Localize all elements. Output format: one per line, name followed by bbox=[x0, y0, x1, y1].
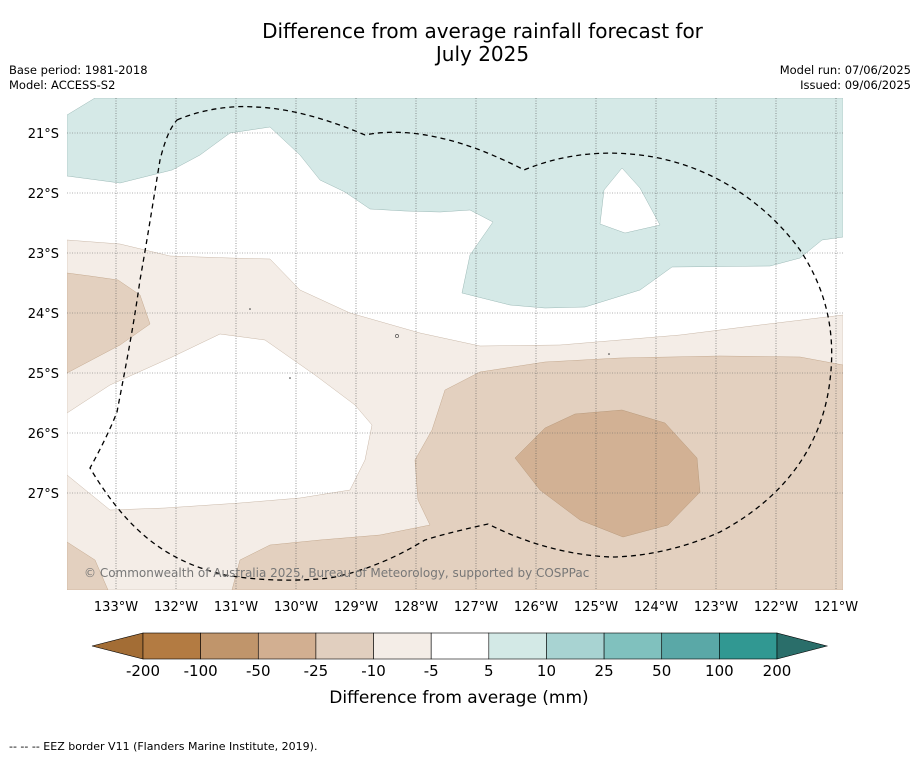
colorbar-arrow-low bbox=[91, 632, 144, 660]
meta-left: Base period: 1981-2018 Model: ACCESS-S2 bbox=[9, 63, 148, 93]
lon-gridlines bbox=[115, 98, 837, 590]
lat-axis-labels: 21°S 22°S 23°S 24°S 25°S 26°S 27°S bbox=[28, 127, 59, 502]
colorbar-tick-label: 200 bbox=[763, 662, 792, 680]
colorbar-tick-label: -5 bbox=[424, 662, 439, 680]
colorbar-arrow-high bbox=[776, 632, 829, 660]
map-title-line1: Difference from average rainfall forecas… bbox=[262, 19, 703, 43]
colorbar-segment bbox=[603, 632, 663, 660]
colorbar-segment bbox=[661, 632, 720, 660]
meta-right: Model run: 07/06/2025 Issued: 09/06/2025 bbox=[780, 63, 911, 93]
colorbar-segment bbox=[373, 632, 432, 660]
lat-label: 27°S bbox=[28, 487, 59, 502]
colorbar bbox=[91, 632, 829, 660]
colorbar-labels: -200 -100 -50 -25 -10 -5 5 10 25 50 100 200 bbox=[126, 662, 791, 680]
colorbar-segment bbox=[257, 632, 317, 660]
lat-label: 23°S bbox=[28, 247, 59, 262]
colorbar-segment bbox=[200, 632, 259, 660]
lon-label: 129°W bbox=[334, 600, 378, 615]
drier-region-southwest bbox=[67, 541, 109, 590]
issued-date: Issued: 09/06/2025 bbox=[800, 78, 911, 92]
lat-gridlines bbox=[67, 132, 843, 494]
colorbar-segment bbox=[546, 632, 605, 660]
lon-label: 125°W bbox=[574, 600, 618, 615]
model-name: Model: ACCESS-S2 bbox=[9, 78, 116, 92]
eez-legend-note: -- -- -- EEZ border V11 (Flanders Marine… bbox=[9, 740, 318, 753]
drier-region-west bbox=[67, 272, 151, 374]
colorbar-segment bbox=[315, 632, 374, 660]
lon-label: 128°W bbox=[394, 600, 438, 615]
colorbar-tick-label: -10 bbox=[361, 662, 386, 680]
colorbar-title: Difference from average (mm) bbox=[329, 688, 588, 708]
lat-label: 25°S bbox=[28, 367, 59, 382]
colorbar-tick-label: -100 bbox=[184, 662, 218, 680]
drier-core bbox=[514, 409, 701, 538]
copyright-text: © Commonwealth of Australia 2025, Bureau… bbox=[84, 566, 589, 580]
colorbar-tick-label: -25 bbox=[304, 662, 329, 680]
colorbar-segment bbox=[142, 632, 201, 660]
lat-label: 26°S bbox=[28, 427, 59, 442]
lon-label: 131°W bbox=[214, 600, 258, 615]
lon-label: 132°W bbox=[154, 600, 198, 615]
colorbar-segment bbox=[488, 632, 547, 660]
speckle bbox=[249, 308, 251, 310]
speckle bbox=[395, 334, 399, 338]
colorbar-tick-label: 10 bbox=[537, 662, 556, 680]
colorbar-tick-label: 100 bbox=[705, 662, 734, 680]
wetter-region bbox=[67, 98, 843, 309]
lon-label: 122°W bbox=[754, 600, 798, 615]
colorbar-tick-label: -200 bbox=[126, 662, 160, 680]
colorbar-tick-label: 50 bbox=[652, 662, 671, 680]
speckle bbox=[289, 377, 291, 379]
colorbar-segment bbox=[430, 632, 490, 660]
colorbar-tick-label: 5 bbox=[484, 662, 494, 680]
lon-axis-labels: 133°W 132°W 131°W 130°W 129°W 128°W 127°… bbox=[94, 600, 858, 615]
colorbar-tick-label: 25 bbox=[595, 662, 614, 680]
map-title-line2: July 2025 bbox=[435, 42, 530, 66]
base-period: Base period: 1981-2018 bbox=[9, 63, 148, 77]
lon-label: 124°W bbox=[634, 600, 678, 615]
neutral-pocket bbox=[599, 167, 661, 234]
speckle bbox=[608, 353, 610, 355]
lat-label: 22°S bbox=[28, 187, 59, 202]
colorbar-tick-label: -50 bbox=[246, 662, 271, 680]
lon-label: 123°W bbox=[694, 600, 738, 615]
lat-label: 24°S bbox=[28, 307, 59, 322]
model-run: Model run: 07/06/2025 bbox=[779, 63, 911, 77]
lat-label: 21°S bbox=[28, 127, 59, 142]
lon-label: 127°W bbox=[454, 600, 498, 615]
map-plot-area: © Commonwealth of Australia 2025, Bureau… bbox=[67, 98, 843, 590]
lon-label: 130°W bbox=[274, 600, 318, 615]
lon-label: 126°W bbox=[514, 600, 558, 615]
lon-label: 121°W bbox=[814, 600, 858, 615]
lon-label: 133°W bbox=[94, 600, 138, 615]
colorbar-segment bbox=[719, 632, 778, 660]
